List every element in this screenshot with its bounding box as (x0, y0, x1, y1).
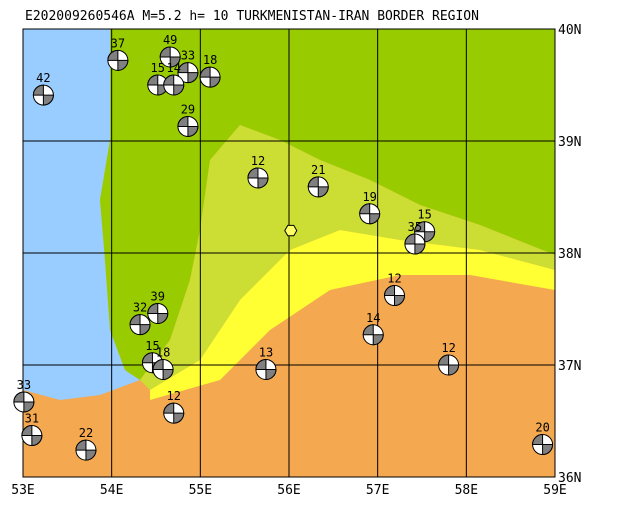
depth-label: 14 (366, 311, 380, 325)
beachball-quadrant (307, 176, 329, 198)
map-title: E202009260546A M=5.2 h= 10 TURKMENISTAN-… (25, 9, 479, 24)
focal-mechanism (404, 233, 426, 255)
beachball-quadrant (147, 302, 169, 324)
focal-mechanism (247, 167, 269, 189)
beachball-quadrant (75, 439, 97, 461)
focal-mechanism (163, 74, 185, 96)
x-tick-label: 53E (11, 483, 34, 498)
x-tick-label: 55E (189, 483, 212, 498)
beachball-quadrant (129, 314, 151, 336)
beachball-quadrant (362, 324, 384, 346)
focal-mechanism (177, 115, 199, 137)
depth-label: 33 (181, 49, 195, 63)
depth-label: 32 (133, 301, 147, 315)
x-tick-label: 59E (543, 483, 566, 498)
focal-mechanism (438, 354, 460, 376)
x-tick-label: 58E (455, 483, 478, 498)
focal-mechanism (107, 49, 129, 71)
focal-mechanism (177, 62, 199, 84)
depth-label: 39 (151, 289, 165, 303)
depth-label: 42 (36, 71, 50, 85)
beachball-quadrant (32, 84, 54, 106)
depth-label: 49 (163, 33, 177, 47)
depth-label: 18 (203, 53, 217, 67)
x-tick-label: 57E (366, 483, 389, 498)
beachball-quadrant (404, 233, 426, 255)
depth-label: 37 (111, 36, 125, 50)
beachball-quadrant (13, 391, 35, 413)
focal-mechanism (32, 84, 54, 106)
beachball-quadrant (177, 115, 199, 137)
focal-mechanism (362, 324, 384, 346)
beachball-quadrant (438, 354, 460, 376)
depth-label: 12 (251, 154, 265, 168)
focal-mechanism (199, 66, 221, 88)
beachball-quadrant (532, 434, 554, 456)
focal-mechanism (307, 176, 329, 198)
beachball-quadrant (163, 402, 185, 424)
y-tick-label: 36N (558, 471, 581, 486)
focal-mechanism (255, 358, 277, 380)
focal-mechanism (13, 391, 35, 413)
beachball-quadrant (384, 285, 406, 307)
depth-label: 20 (535, 421, 549, 435)
x-tick-label: 54E (100, 483, 123, 498)
focal-mechanism (532, 434, 554, 456)
x-tick-label: 56E (277, 483, 300, 498)
focal-mechanism (152, 358, 174, 380)
beachball-quadrant (107, 49, 129, 71)
beachball-quadrant (359, 203, 381, 225)
focal-mechanism (147, 302, 169, 324)
depth-label: 19 (362, 190, 376, 204)
focal-mechanism (384, 285, 406, 307)
focal-mechanism (75, 439, 97, 461)
epicenter (284, 224, 298, 237)
depth-label: 14 (167, 61, 181, 75)
beachball-quadrant (247, 167, 269, 189)
depth-label: 15 (151, 61, 165, 75)
y-tick-label: 37N (558, 359, 581, 374)
focal-mechanism (147, 74, 169, 96)
depth-label: 12 (441, 341, 455, 355)
depth-label: 21 (311, 163, 325, 177)
beachball-quadrant (21, 425, 43, 447)
beachball-quadrant (152, 358, 174, 380)
y-tick-label: 38N (558, 247, 581, 262)
depth-label: 18 (156, 345, 170, 359)
depth-label: 22 (79, 426, 93, 440)
beachball-quadrant (199, 66, 221, 88)
depth-label: 15 (417, 208, 431, 222)
beachball-quadrant (163, 74, 185, 96)
focal-mechanism (159, 46, 181, 68)
focal-mechanism (129, 314, 151, 336)
beachball-quadrant (159, 46, 181, 68)
focal-mechanism (359, 203, 381, 225)
depth-label: 13 (259, 345, 273, 359)
y-tick-label: 40N (558, 23, 581, 38)
focal-mechanism (21, 425, 43, 447)
depth-label: 35 (408, 220, 422, 234)
depth-label: 12 (167, 389, 181, 403)
depth-label: 15 (145, 339, 159, 353)
y-tick-label: 39N (558, 135, 581, 150)
depth-label: 12 (387, 272, 401, 286)
depth-label: 31 (25, 412, 39, 426)
depth-label: 29 (181, 102, 195, 116)
beachball-quadrant (255, 358, 277, 380)
focal-mechanism (163, 402, 185, 424)
beachball-quadrant (177, 62, 199, 84)
depth-label: 33 (17, 378, 31, 392)
